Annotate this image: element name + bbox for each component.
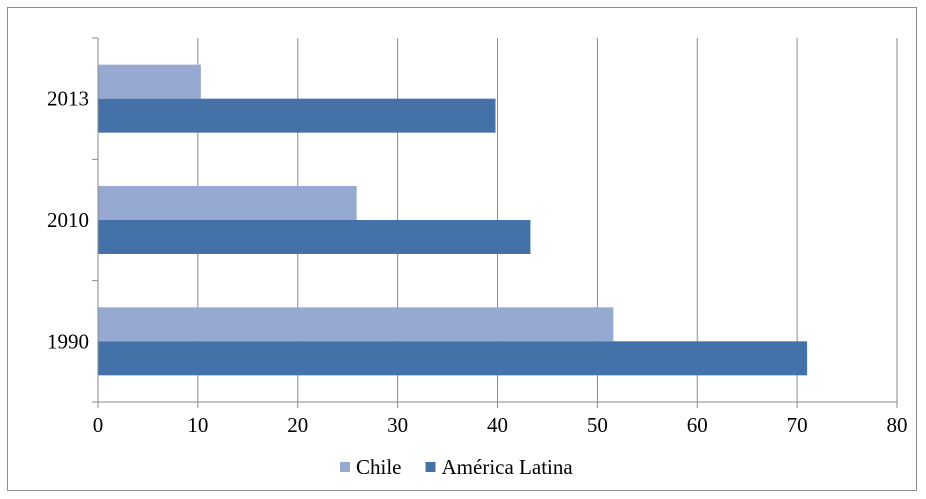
bar-américa-latina-2013 bbox=[98, 98, 496, 133]
category-label-1990: 1990 bbox=[47, 329, 89, 353]
x-tick-label-0: 0 bbox=[93, 413, 104, 437]
category-label-2013: 2013 bbox=[47, 87, 89, 111]
bars bbox=[98, 64, 808, 376]
x-tick-label-50: 50 bbox=[587, 413, 608, 437]
bar-américa-latina-2010 bbox=[98, 220, 531, 254]
category-labels: 1990 2010 2013 bbox=[47, 87, 89, 354]
legend-swatch-chile bbox=[340, 462, 350, 472]
axes bbox=[92, 37, 898, 408]
bar-américa-latina-1990 bbox=[98, 341, 808, 376]
legend: Chile América Latina bbox=[340, 455, 573, 479]
bar-chile-1990 bbox=[98, 307, 614, 342]
x-tick-label-10: 10 bbox=[187, 413, 208, 437]
legend-label-américa-latina: América Latina bbox=[442, 455, 574, 479]
legend-swatch-américa-latina bbox=[425, 462, 436, 472]
legend-label-chile: Chile bbox=[356, 455, 402, 479]
x-tick-labels: 0 10 20 30 40 50 60 70 80 bbox=[93, 413, 908, 437]
x-tick-label-70: 70 bbox=[787, 413, 808, 437]
bar-chile-2013 bbox=[98, 64, 201, 99]
x-tick-label-30: 30 bbox=[387, 413, 408, 437]
x-tick-label-40: 40 bbox=[487, 413, 508, 437]
x-tick-label-20: 20 bbox=[287, 413, 308, 437]
category-label-2010: 2010 bbox=[47, 208, 89, 232]
bar-chile-2010 bbox=[98, 186, 357, 220]
x-tick-label-80: 80 bbox=[887, 413, 908, 437]
x-tick-label-60: 60 bbox=[687, 413, 708, 437]
